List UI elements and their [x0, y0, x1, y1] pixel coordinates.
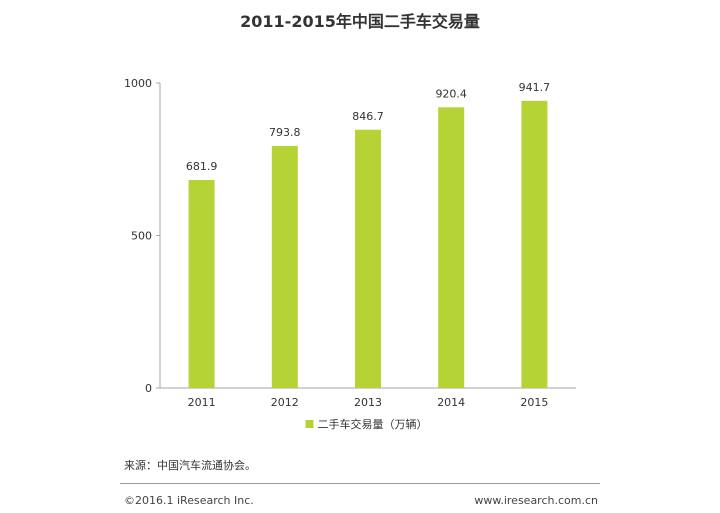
y-tick-label: 500: [131, 230, 152, 243]
data-label: 846.7: [352, 110, 384, 123]
data-label: 920.4: [435, 87, 467, 100]
x-tick-label: 2012: [271, 396, 299, 409]
x-tick-label: 2011: [188, 396, 216, 409]
y-tick-label: 0: [145, 382, 152, 395]
x-tick-label: 2015: [520, 396, 548, 409]
data-label: 941.7: [519, 81, 551, 94]
bar: [438, 107, 465, 388]
x-tick-label: 2013: [354, 396, 382, 409]
bar: [355, 129, 381, 388]
legend-label: 二手车交易量（万辆）: [318, 417, 428, 431]
data-label: 793.8: [269, 126, 301, 139]
copyright-text: ©2016.1 iResearch Inc.: [124, 494, 254, 507]
bar: [271, 145, 298, 388]
website-link[interactable]: www.iresearch.com.cn: [474, 494, 598, 507]
chart-title: 2011-2015年中国二手车交易量: [240, 12, 480, 31]
x-tick-label: 2014: [437, 396, 465, 409]
footer-divider: [120, 483, 600, 484]
bar: [521, 100, 548, 389]
data-label: 681.9: [186, 160, 218, 173]
bar: [188, 180, 215, 388]
y-tick-label: 1000: [124, 77, 152, 90]
source-note: 来源：中国汽车流通协会。: [124, 459, 256, 472]
legend-swatch: [305, 420, 314, 428]
